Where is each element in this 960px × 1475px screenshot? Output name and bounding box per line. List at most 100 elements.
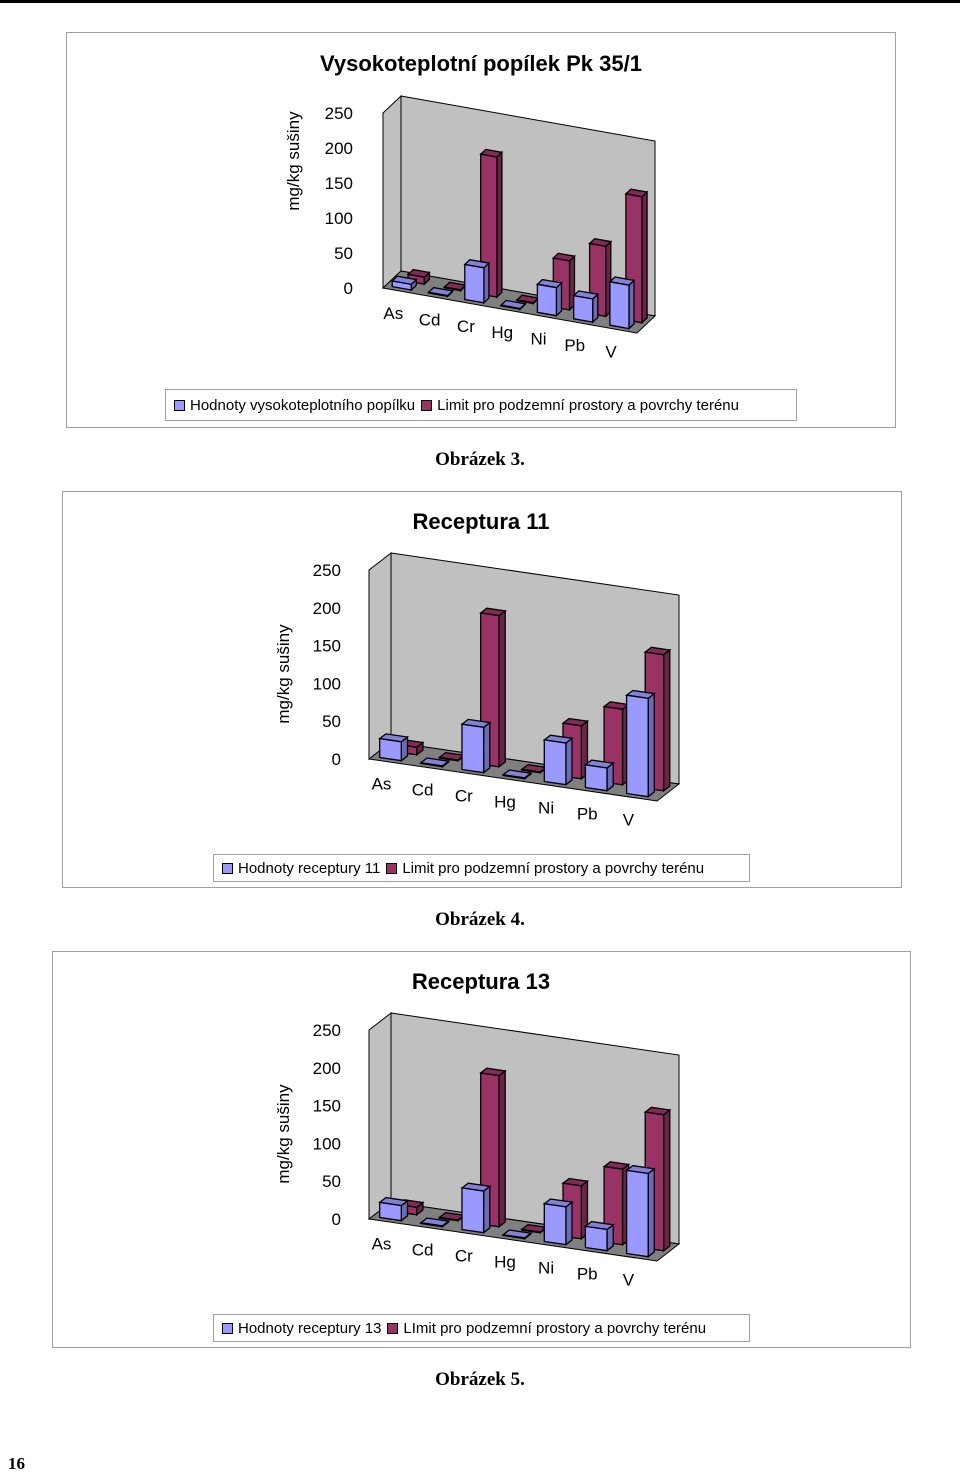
legend-label-values: Hodnoty receptury 13 [238,1319,382,1337]
bar-front [536,283,558,317]
x-tick-label: Cr [457,317,475,336]
bar-side [628,278,635,331]
x-tick-label: As [372,1235,392,1254]
y-tick-label: 0 [344,279,353,298]
chart-legend: Hodnoty receptury 11 Limit pro podzemní … [213,854,750,882]
legend-item-limit: Limit pro podzemní prostory a povrchy te… [419,397,739,414]
y-tick-label: 100 [313,1134,341,1153]
y-tick-label: 250 [313,561,341,580]
side-wall [368,1011,392,1221]
bar-values-as [390,275,418,292]
x-tick-label: Cd [412,781,434,800]
y-tick-label: 250 [313,1021,341,1040]
y-tick-label: 50 [322,712,341,731]
bar-front [443,286,462,292]
bar-front [584,1225,608,1252]
figure-caption-5: Obrázek 5. [435,1369,525,1390]
bar-values-ni [542,734,574,787]
figure-caption-3: Obrázek 3. [435,449,525,470]
bar-values-as [378,1196,410,1223]
y-tick-label: 50 [322,1172,341,1191]
bar-values-ni [536,278,563,318]
bar-values-v [624,689,656,799]
chart-vysokoteplotni-popilek: Vysokoteplotní popílek Pk 35/1 mg/kg suši… [66,32,896,428]
x-tick-label: Ni [538,1259,554,1278]
bar-limit-cd [443,281,468,293]
bar-side [641,190,648,325]
bar-front [609,281,630,330]
y-axis-label: mg/kg sušiny [274,624,293,724]
legend-label-limit: LImit pro podzemní prostory a povrchy te… [403,1319,707,1337]
page-number: 16 [8,1454,25,1473]
legend-label-values: Hodnoty vysokoteplotního popílku [190,396,416,414]
y-tick-label: 150 [313,1097,341,1116]
y-tick-label: 50 [334,244,353,263]
chart-svg: Receptura 11 mg/kg sušiny 0 50 100 150 200 250 A… [274,509,681,830]
bar-values-pb [583,759,615,793]
bar-side [662,648,671,793]
x-tick-label: Ni [530,330,546,349]
bar-front [543,739,567,786]
chart-title: Receptura 13 [412,969,550,994]
bar-front [543,1202,567,1246]
x-tick-label: Hg [494,1253,516,1272]
y-tick-label: 100 [325,209,353,228]
bar-front [438,1216,459,1222]
legend-swatch-limit [387,1322,399,1334]
bar-values-pb [572,290,600,324]
bar-front [625,1169,649,1258]
bar-front [420,762,444,768]
top-rule [0,0,960,3]
bar-front [502,1234,526,1240]
bar-side [647,1167,655,1259]
y-axis-label: mg/kg sušiny [274,1084,293,1184]
bar-front [516,299,534,305]
x-tick-label: Pb [564,336,585,355]
bar-limit-hg [520,764,548,775]
bar-values-cd [419,757,451,769]
x-tick-label: Cr [455,787,473,806]
chart-legend: Hodnoty receptury 13 LImit pro podzemní … [213,1314,750,1342]
side-wall [382,94,402,290]
y-tick-label: 200 [313,1059,341,1078]
bar-front [500,304,521,311]
bar-front [461,1187,485,1234]
bar-front [464,263,485,304]
legend-swatch-values [222,1322,233,1334]
bar-side [498,609,506,769]
bar-side [647,692,655,799]
bar-side [483,261,490,305]
bar-side [565,1200,573,1247]
bar-values-cr [460,1182,492,1235]
bar-values-cd [419,1217,451,1229]
bar-front [420,1222,444,1228]
y-tick-label: 200 [325,139,353,158]
bar-side [565,736,573,787]
legend-label-limit: Limit pro podzemní prostory a povrchy te… [402,859,705,877]
x-tick-label: Ni [538,799,554,818]
bar-side [662,1108,671,1253]
x-tick-label: Pb [577,805,598,824]
chart-legend: Hodnoty vysokoteplotního popílku Limit p… [165,389,797,421]
y-tick-label: 100 [313,674,341,693]
bar-values-hg [501,769,533,781]
bar-front [379,737,402,762]
chart-svg: Receptura 13 mg/kg sušiny 0 50 100 150 200 250 A… [274,969,681,1290]
legend-item-values: Hodnoty receptury 11 [220,860,380,877]
bar-front [379,1201,402,1222]
bar-front [427,291,449,298]
bar-side [482,1184,491,1235]
bar-values-pb [583,1220,615,1253]
legend-swatch-limit [386,862,398,874]
y-tick-label: 0 [332,1210,341,1229]
bar-front [573,294,594,323]
y-tick-label: 0 [332,750,341,769]
chart-title: Vysokoteplotní popílek Pk 35/1 [320,51,642,76]
x-tick-label: As [383,304,403,323]
bar-values-cr [460,718,492,775]
bar-front [625,694,649,798]
bar-front [584,764,608,792]
bar-side [482,721,491,775]
x-tick-label: Cd [412,1241,434,1260]
legend-item-limit: Limit pro podzemní prostory a povrchy te… [384,860,704,877]
